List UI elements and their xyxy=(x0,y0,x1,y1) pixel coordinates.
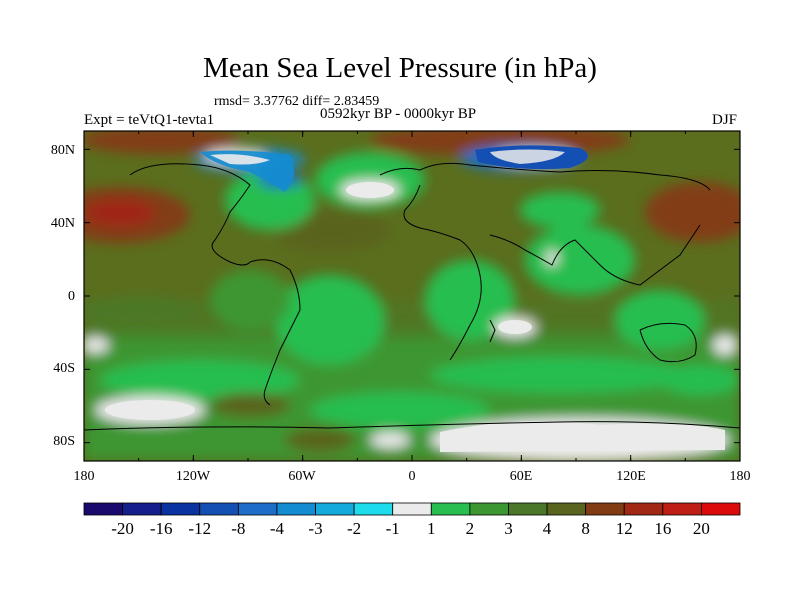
colorbar-swatch xyxy=(122,502,162,516)
map-title: Mean Sea Level Pressure (in hPa) xyxy=(203,52,597,84)
colorbar-label: -4 xyxy=(269,519,285,538)
colorbar-label: 20 xyxy=(692,519,710,538)
lon-label-120e: 120E xyxy=(616,469,646,484)
colorbar-label: -16 xyxy=(149,519,173,538)
lat-label-80n: 80N xyxy=(50,143,75,158)
stats-text: rmsd= 3.37762 diff= 2.83459 xyxy=(214,94,380,109)
colorbar-label: 16 xyxy=(654,519,672,538)
experiment-label: Expt = teVtQ1-tevta1 xyxy=(84,112,215,128)
colorbar-swatch xyxy=(508,502,548,516)
season-label: DJF xyxy=(712,112,738,128)
colorbar-label: 2 xyxy=(465,519,475,538)
colorbar-swatch xyxy=(315,502,355,516)
colorbar-swatch xyxy=(662,502,702,516)
colorbar-swatch xyxy=(701,502,741,516)
colorbar-label: 12 xyxy=(615,519,633,538)
colorbar-swatch xyxy=(469,502,509,516)
colorbar-swatch xyxy=(237,502,278,516)
colorbar-label: -3 xyxy=(308,519,323,538)
field-details xyxy=(105,145,725,452)
pressure-field xyxy=(84,131,740,461)
colorbar-label: -2 xyxy=(347,519,362,538)
colorbar-swatch xyxy=(623,502,664,516)
colorbar-label: 3 xyxy=(504,519,513,538)
colorbar xyxy=(83,502,741,516)
field-blobs xyxy=(84,131,740,461)
lat-label-80s: 80S xyxy=(53,434,75,449)
lat-label-40n: 40N xyxy=(50,216,75,231)
lon-label-0: 0 xyxy=(408,469,416,484)
colorbar-label: -20 xyxy=(111,519,134,538)
colorbar-swatch xyxy=(392,502,432,516)
lat-label-40s: 40S xyxy=(53,361,75,376)
axis-ticks xyxy=(83,131,741,461)
lon-label-120w: 120W xyxy=(175,469,211,484)
colorbar-label: -1 xyxy=(385,519,400,538)
colorbar-swatch xyxy=(160,502,201,516)
colorbar-swatch xyxy=(83,502,123,516)
colorbar-label: -8 xyxy=(231,519,246,538)
colorbar-swatch xyxy=(430,502,471,516)
coastlines xyxy=(84,162,740,431)
lon-label-60e: 60E xyxy=(509,469,533,484)
colorbar-swatch xyxy=(353,502,394,516)
lon-label-180e: 180 xyxy=(729,469,751,484)
lon-label-180w: 180 xyxy=(73,469,95,484)
colorbar-swatch xyxy=(199,502,239,516)
colorbar-label: 4 xyxy=(542,519,552,538)
colorbar-label: -12 xyxy=(188,519,212,538)
colorbar-swatch xyxy=(276,502,316,516)
lat-label-0: 0 xyxy=(68,289,75,304)
lon-label-60w: 60W xyxy=(288,469,316,484)
colorbar-label: 1 xyxy=(427,519,436,538)
colorbar-label: 8 xyxy=(581,519,590,538)
colorbar-swatch xyxy=(585,502,625,516)
colorbar-swatch xyxy=(546,502,587,516)
period-label: 0592kyr BP - 0000kyr BP xyxy=(320,106,477,122)
